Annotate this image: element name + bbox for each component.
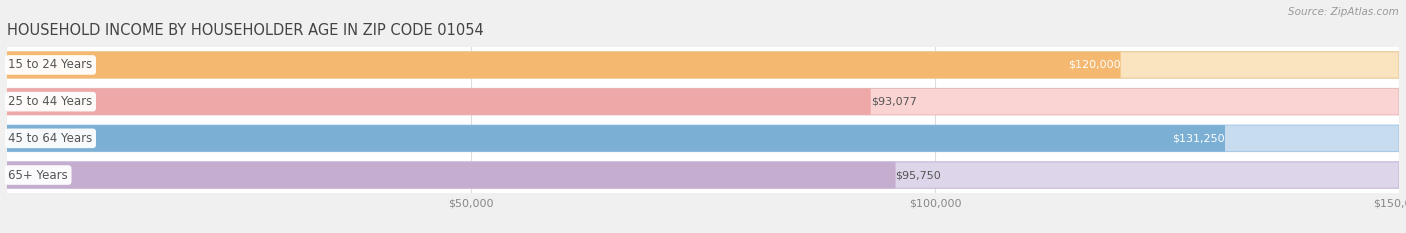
Text: Source: ZipAtlas.com: Source: ZipAtlas.com (1288, 7, 1399, 17)
FancyBboxPatch shape (7, 162, 1399, 188)
FancyBboxPatch shape (7, 162, 896, 188)
Text: 15 to 24 Years: 15 to 24 Years (8, 58, 93, 72)
FancyBboxPatch shape (7, 52, 1121, 78)
Text: $120,000: $120,000 (1069, 60, 1121, 70)
Text: $131,250: $131,250 (1173, 133, 1225, 143)
Text: HOUSEHOLD INCOME BY HOUSEHOLDER AGE IN ZIP CODE 01054: HOUSEHOLD INCOME BY HOUSEHOLDER AGE IN Z… (7, 24, 484, 38)
FancyBboxPatch shape (7, 89, 870, 115)
FancyBboxPatch shape (7, 89, 1399, 115)
Text: 65+ Years: 65+ Years (8, 168, 67, 182)
FancyBboxPatch shape (7, 125, 1225, 151)
Text: 25 to 44 Years: 25 to 44 Years (8, 95, 93, 108)
Text: 45 to 64 Years: 45 to 64 Years (8, 132, 93, 145)
Text: $93,077: $93,077 (870, 97, 917, 107)
FancyBboxPatch shape (7, 125, 1399, 151)
Text: $95,750: $95,750 (896, 170, 941, 180)
FancyBboxPatch shape (7, 52, 1399, 78)
